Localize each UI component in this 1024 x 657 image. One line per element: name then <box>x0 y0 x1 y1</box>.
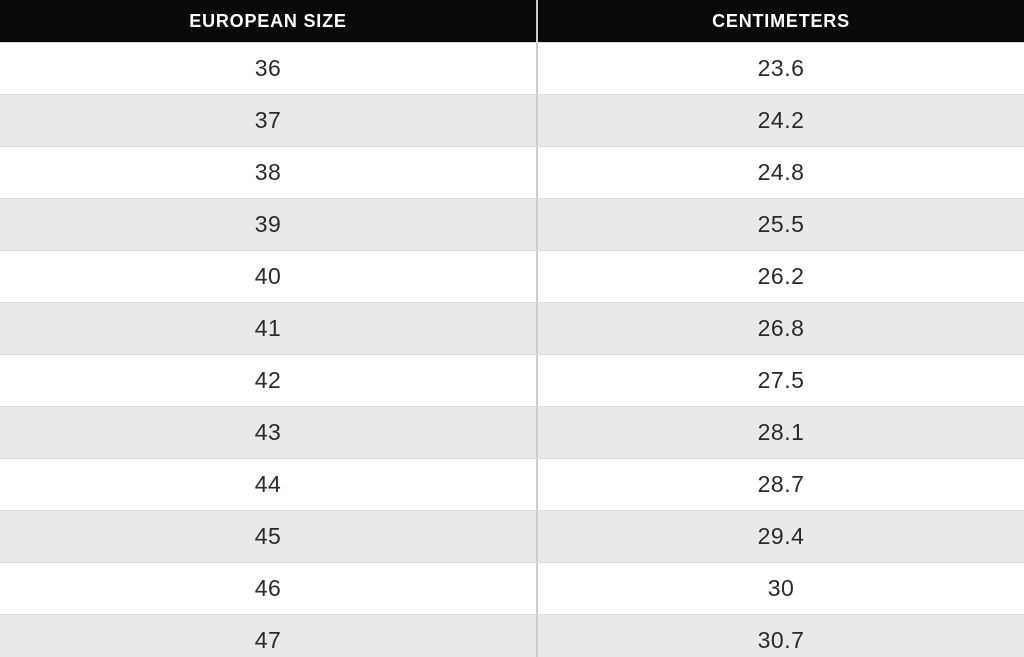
centimeters-cell: 29.4 <box>536 511 1024 562</box>
european-size-cell: 44 <box>254 471 282 497</box>
centimeters-cell: 30 <box>536 563 1024 614</box>
table-row: 42 27.5 <box>0 355 1024 407</box>
centimeters-cell: 26.2 <box>536 251 1024 302</box>
centimeters-cell: 23.6 <box>536 43 1024 94</box>
column-header-centimeters: CENTIMETERS <box>536 0 1024 42</box>
european-size-cell: 37 <box>254 107 282 133</box>
european-size-cell: 39 <box>254 211 282 237</box>
table-row: 38 24.8 <box>0 147 1024 199</box>
european-size-cell: 46 <box>254 575 282 601</box>
table-row: 43 28.1 <box>0 407 1024 459</box>
table-row: 40 26.2 <box>0 251 1024 303</box>
table-row: 44 28.7 <box>0 459 1024 511</box>
table-body: 36 23.6 37 24.2 38 24.8 39 25.5 40 26.2 … <box>0 43 1024 657</box>
table-row: 39 25.5 <box>0 199 1024 251</box>
column-header-european-size: EUROPEAN SIZE <box>189 10 347 31</box>
centimeters-cell: 28.1 <box>536 407 1024 458</box>
centimeters-cell: 24.8 <box>536 147 1024 198</box>
european-size-cell: 38 <box>254 159 282 185</box>
centimeters-cell: 30.7 <box>536 615 1024 657</box>
european-size-cell: 41 <box>254 315 282 341</box>
european-size-cell: 47 <box>254 627 282 653</box>
centimeters-cell: 27.5 <box>536 355 1024 406</box>
european-size-cell: 45 <box>254 523 282 549</box>
european-size-cell: 40 <box>254 263 282 289</box>
table-row: 41 26.8 <box>0 303 1024 355</box>
european-size-cell: 36 <box>254 55 282 81</box>
table-header-row: EUROPEAN SIZE CENTIMETERS <box>0 0 1024 43</box>
centimeters-cell: 25.5 <box>536 199 1024 250</box>
table-row: 37 24.2 <box>0 95 1024 147</box>
european-size-cell: 42 <box>254 367 282 393</box>
centimeters-cell: 28.7 <box>536 459 1024 510</box>
european-size-cell: 43 <box>254 419 282 445</box>
table-row: 47 30.7 <box>0 615 1024 657</box>
centimeters-cell: 26.8 <box>536 303 1024 354</box>
table-row: 36 23.6 <box>0 43 1024 95</box>
centimeters-cell: 24.2 <box>536 95 1024 146</box>
table-row: 46 30 <box>0 563 1024 615</box>
table-row: 45 29.4 <box>0 511 1024 563</box>
